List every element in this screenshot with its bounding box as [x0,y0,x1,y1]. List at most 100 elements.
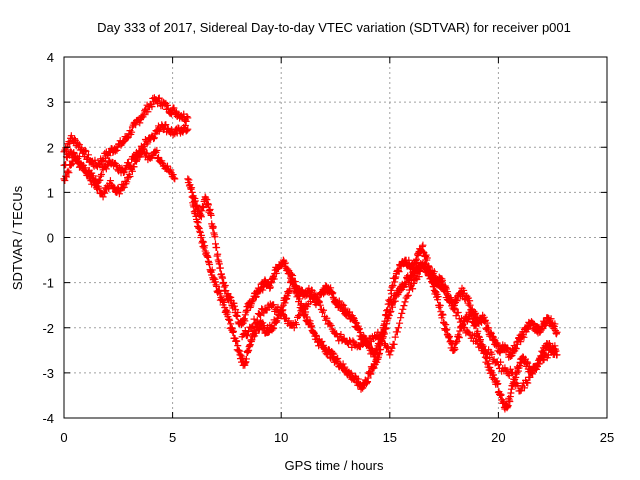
data-point-track-f [421,261,429,269]
trace-marker-track-f [397,314,405,322]
data-point-track-c [151,148,159,156]
trace-marker-track-d [356,328,364,336]
trace-marker-track-f [526,373,534,381]
trace-marker-track-b [155,127,163,135]
trace-marker-track-e [226,316,234,324]
y-tick-label: 0 [47,231,54,246]
trace-marker-track-f [504,370,512,378]
trace-marker-track-b [128,167,136,175]
trace-marker-track-f [434,277,442,285]
trace-marker-track-a [182,117,190,125]
trace-marker-track-b [120,183,128,191]
y-tick-label: -2 [42,321,54,336]
trace-marker-track-e [469,315,477,323]
trace-marker-track-b [124,174,132,182]
trace-marker-track-b [150,135,158,143]
trace-marker-track-e [233,337,241,345]
trace-marker-track-d [241,317,249,325]
trace-marker-track-b [179,128,187,136]
trace-marker-track-f [430,268,438,276]
trace-marker-track-f [279,311,287,319]
axis-ticks: 0 5 10 15 20 25 -4 -3 -2 -1 0 1 2 3 4 [42,50,614,445]
trace-marker-track-d [512,345,520,353]
trace-marker-track-e [504,402,512,410]
trace-marker-track-b [65,169,73,177]
trace-marker-track-f [390,340,398,348]
trace-marker-track-f [509,369,517,377]
trace-marker-track-f [448,297,456,305]
trace-marker-track-e [472,322,480,330]
trace-marker-track-a [77,144,85,152]
trace-marker-track-f [451,305,459,313]
data-point-track-a [164,105,172,113]
trace-marker-track-c [153,146,161,154]
data-point-track-f [533,360,541,368]
trace-marker-track-f [310,295,318,303]
trace-marker-track-e [330,350,338,358]
trace-marker-track-a [81,146,89,154]
trace-marker-track-b [110,183,118,191]
data-point-track-a [138,112,146,120]
trace-marker-track-f [399,305,407,313]
trace-marker-track-f [396,319,404,327]
data-point-track-c [73,157,81,165]
data-point-track-f [412,274,420,282]
trace-marker-track-f [471,332,479,340]
trace-marker-track-b [150,134,158,142]
trace-marker-track-a [148,103,156,111]
data-point-track-f [394,324,402,332]
data-point-track-f [551,342,559,350]
trace-marker-track-d [346,308,354,316]
trace-marker-track-a [126,127,134,135]
trace-marker-track-f [384,343,392,351]
trace-marker-track-e [296,295,304,303]
trace-marker-track-f [323,314,331,322]
scatter-series [60,94,561,413]
grid [64,57,607,418]
trace-marker-track-a [111,147,119,155]
trace-marker-track-f [349,337,357,345]
y-tick-label: -3 [42,366,54,381]
y-tick-label: 1 [47,185,54,200]
trace-marker-track-a [183,113,191,121]
trace-marker-track-f [400,302,408,310]
trace-marker-track-f [405,286,413,294]
y-tick-label: -4 [42,411,54,426]
trace-marker-track-f [364,339,372,347]
trace-marker-track-f [303,303,311,311]
trace-marker-track-f [245,328,253,336]
trace-marker-track-c [140,145,148,153]
trace-marker-track-c [97,172,105,180]
data-point-track-b [99,193,107,201]
trace-marker-track-d [185,176,193,184]
trace-marker-track-a [141,107,149,115]
x-tick-label: 15 [383,430,397,445]
trace-marker-track-f [388,344,396,352]
trace-marker-track-c [70,149,78,157]
trace-marker-track-b [106,177,114,185]
trace-marker-track-a [84,151,92,159]
trace-marker-track-e [197,231,205,239]
trace-marker-track-f [253,316,261,324]
trace-marker-track-f [482,349,490,357]
trace-marker-track-c [154,153,162,161]
y-tick-label: 4 [47,50,54,65]
trace-marker-track-c [127,163,135,171]
data-point-track-c [171,175,179,183]
trace-marker-track-e [291,283,299,291]
trace-marker-track-d [389,281,397,289]
trace-marker-track-f [501,364,509,372]
trace-marker-track-c [96,176,104,184]
trace-marker-track-e [436,302,444,310]
trace-marker-track-e [387,307,395,315]
trace-marker-track-f [488,350,496,358]
trace-marker-track-c [102,165,110,173]
trace-marker-track-b [64,167,72,175]
trace-marker-track-f [270,301,278,309]
trace-marker-track-e [270,324,278,332]
trace-marker-track-f [292,320,300,328]
trace-marker-track-b [101,189,109,197]
trace-marker-track-a [155,94,163,102]
trace-marker-track-b [123,178,131,186]
